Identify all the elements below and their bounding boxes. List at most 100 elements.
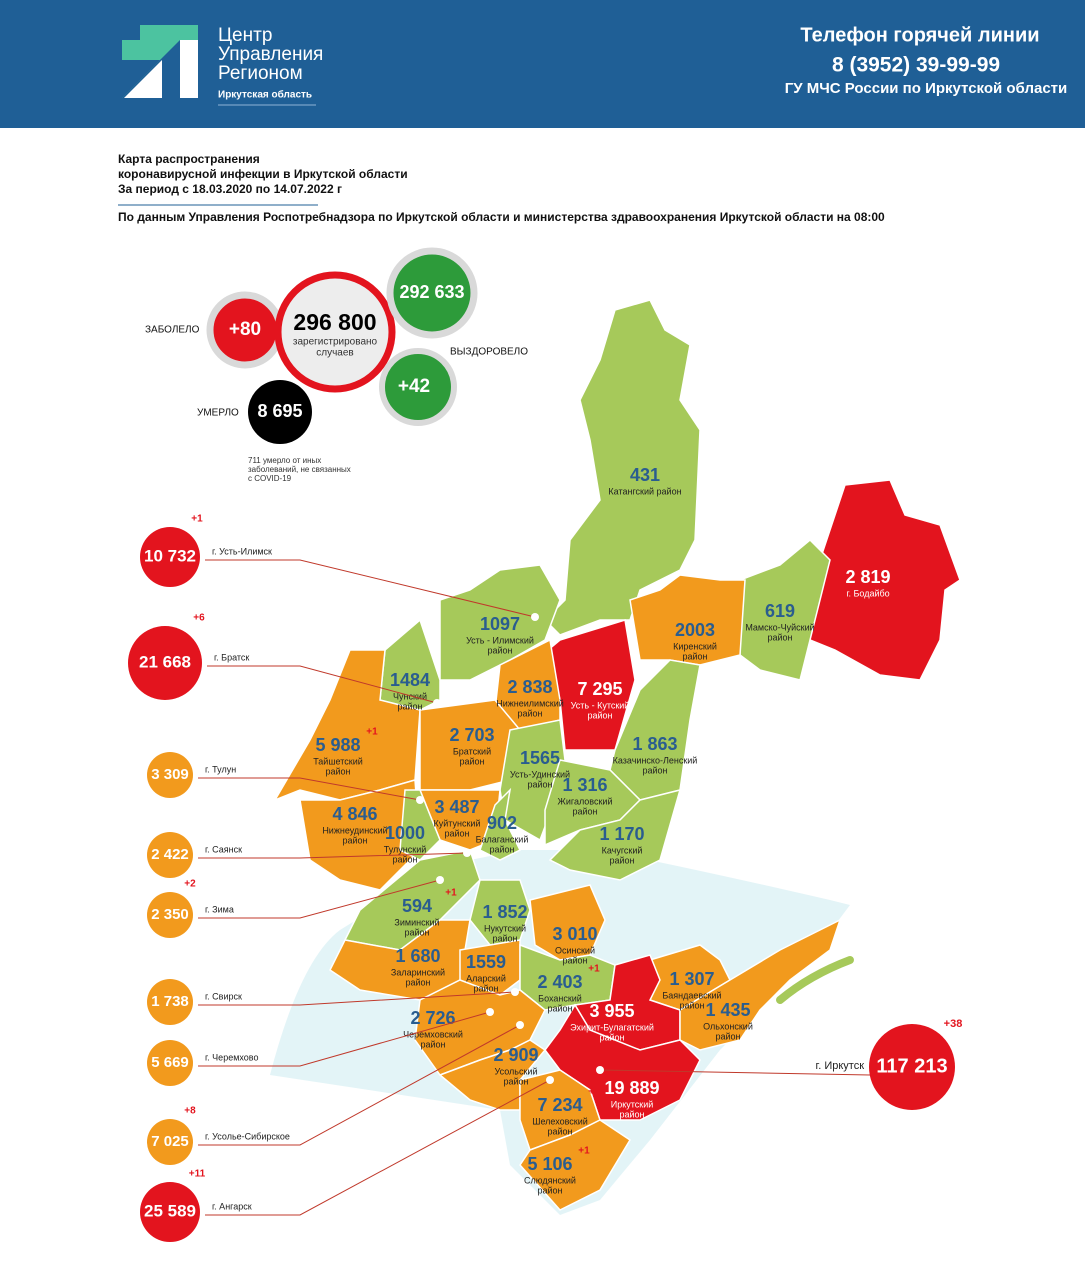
district-value: 7 234: [537, 1095, 582, 1115]
district-name: район: [609, 855, 634, 865]
pointer-dot: [433, 699, 441, 707]
district-area: [399, 789, 441, 861]
title-line: За период с 18.03.2020 по 14.07.2022 г: [118, 182, 342, 196]
district-name: Балаганский: [476, 834, 529, 844]
city-delta: +8: [184, 1106, 196, 1117]
district-name: район: [619, 1109, 644, 1119]
district-name: район: [547, 1003, 572, 1013]
district-area: [439, 564, 561, 681]
district-name: район: [492, 933, 517, 943]
district-name: район: [503, 1076, 528, 1086]
city-delta: +11: [189, 1169, 206, 1180]
total-circle: [274, 271, 396, 393]
city-circle: [147, 1119, 193, 1165]
district-value: 2 726: [410, 1008, 455, 1028]
city-name: г. Свирск: [205, 991, 242, 1001]
district-name: Катангский район: [608, 486, 681, 496]
died-note: заболеваний, не связанных: [248, 465, 351, 474]
district-name: Усть - Кутский: [571, 700, 630, 710]
city-circle: [147, 1040, 193, 1086]
logo: [122, 25, 198, 98]
district-name: Заларинский: [391, 967, 445, 977]
district-area: [438, 1039, 547, 1111]
district-area: [479, 787, 522, 861]
district-area: [299, 779, 421, 891]
hotline-org: ГУ МЧС России по Иркутской области: [785, 80, 1067, 97]
district-name: Баяндаевский: [662, 990, 721, 1000]
city-delta: +6: [193, 613, 205, 624]
district-name: Ольхонский: [703, 1021, 753, 1031]
city-name: г. Ангарск: [212, 1201, 252, 1211]
district-value: 1 316: [562, 775, 607, 795]
logo-region: Иркутская область: [218, 89, 312, 101]
district-name: Качугский: [602, 845, 643, 855]
sick-new: +80: [229, 319, 261, 340]
recovered-new: +42: [398, 376, 430, 397]
district-value: 19 889: [604, 1078, 659, 1098]
city-name: г. Братск: [214, 652, 249, 662]
district-name: Аларский: [466, 973, 506, 983]
district-value: 1 307: [669, 969, 714, 989]
district-value: 3 955: [589, 1001, 634, 1021]
district-value: 1565: [520, 748, 560, 768]
recovered: 292 633: [399, 282, 464, 302]
district-name: г. Бодайбо: [846, 588, 889, 598]
district-name: Куйтунский: [434, 818, 481, 828]
district-name: район: [473, 983, 498, 993]
district-delta: +8: [660, 1070, 672, 1081]
died-note: с COVID-19: [248, 474, 292, 483]
city-value: 21 668: [139, 652, 191, 671]
city-circle: [147, 832, 193, 878]
district-name: Усольский: [495, 1066, 538, 1076]
district-value: 1 680: [395, 946, 440, 966]
died-circle: [248, 380, 312, 444]
district-delta: +1: [588, 964, 600, 975]
city-name: г. Саянск: [205, 844, 242, 854]
died: 8 695: [257, 401, 302, 421]
district-name: район: [715, 1031, 740, 1041]
district-name: район: [537, 1185, 562, 1195]
city-circle: [147, 892, 193, 938]
pointer-line: [198, 1011, 491, 1067]
map: [273, 299, 961, 1211]
district-delta: +2: [588, 1087, 600, 1098]
pointer-dot: [486, 1008, 494, 1016]
district-value: 594: [402, 896, 432, 916]
district-name: район: [767, 632, 792, 642]
district-delta: +1: [578, 1146, 590, 1157]
district-name: Боханский: [538, 993, 582, 1003]
recovered-circle: [386, 247, 478, 339]
city-value: 117 213: [876, 1055, 947, 1077]
city-value: 10 732: [144, 546, 196, 565]
city-value: 3 309: [151, 766, 189, 783]
district-name: Нукутский: [484, 923, 526, 933]
district-name: район: [517, 708, 542, 718]
district-value: 1 863: [632, 734, 677, 754]
district-value: 5 988: [315, 735, 360, 755]
pointer-line: [205, 559, 536, 618]
district-value: 2 819: [845, 567, 890, 587]
district-value: 1097: [480, 614, 520, 634]
district-value: 1000: [385, 823, 425, 843]
district-name: Слюдянский: [524, 1175, 576, 1185]
district-area: [629, 574, 746, 666]
district-value: 2 703: [449, 725, 494, 745]
island: [776, 956, 854, 1004]
district-name: Иркутский: [611, 1099, 654, 1109]
district-value: 2003: [675, 620, 715, 640]
pointer-dot: [596, 1066, 604, 1074]
district-name: Эхирит-Булагатский: [570, 1022, 654, 1032]
logo-text: Центр: [218, 25, 272, 46]
hotline-phone: 8 (3952) 39-99-99: [832, 54, 1000, 77]
total: 296 800: [293, 309, 376, 335]
city-name: г. Усть-Илимск: [212, 546, 272, 556]
city-value: 25 589: [144, 1201, 196, 1220]
pointer-line: [207, 665, 438, 704]
district-area: [519, 1119, 632, 1211]
district-value: 1 170: [599, 824, 644, 844]
district-name: Нижнеилимский: [496, 698, 564, 708]
city-circle: [147, 752, 193, 798]
city-name: г. Усолье-Сибирское: [205, 1131, 290, 1141]
